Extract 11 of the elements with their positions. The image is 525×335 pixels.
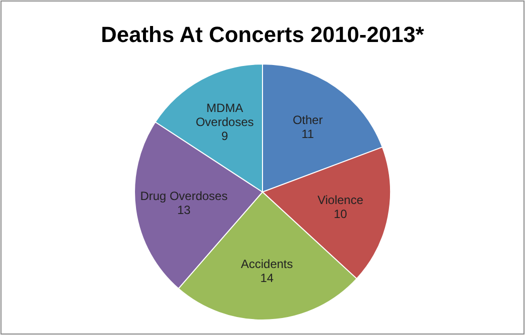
slice-label: Drug Overdoses xyxy=(140,188,228,203)
data-label: 14 xyxy=(260,271,274,286)
data-label: 13 xyxy=(177,202,191,217)
chart-title: Deaths At Concerts 2010-2013* xyxy=(100,22,425,47)
slice-label: Accidents xyxy=(240,257,293,272)
slice-label: MDMA Overdoses xyxy=(196,101,254,130)
slice-label: Other xyxy=(292,112,323,127)
slice-label: Violence xyxy=(317,193,364,208)
data-label: 9 xyxy=(221,129,228,144)
data-label: 11 xyxy=(301,126,314,141)
data-label: 10 xyxy=(334,207,348,222)
